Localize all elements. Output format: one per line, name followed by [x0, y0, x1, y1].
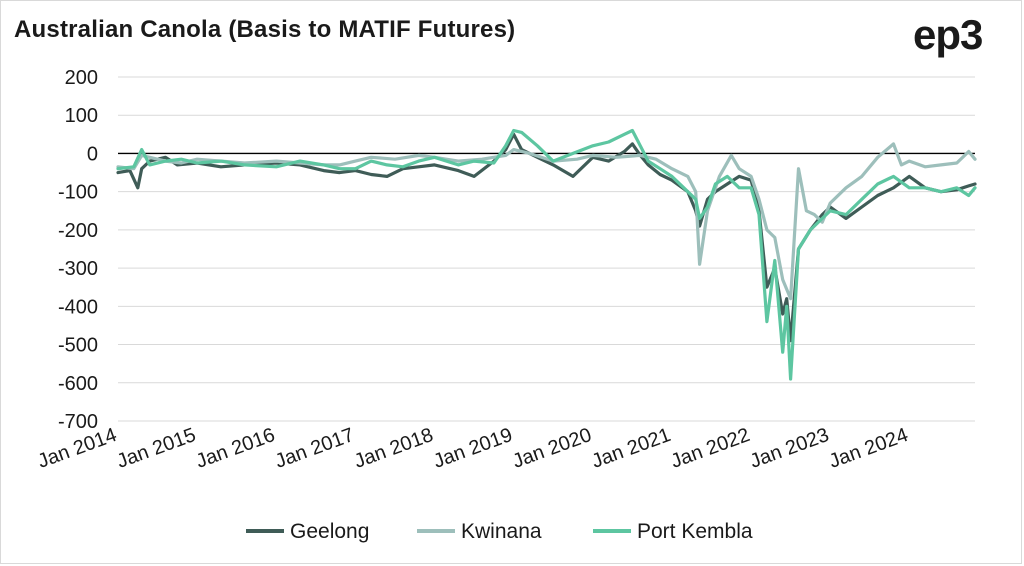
series-layer	[116, 128, 977, 381]
x-tick-label: Jan 2019	[431, 424, 516, 473]
y-tick-label: 0	[87, 143, 98, 165]
x-tick-label: Jan 2022	[668, 424, 753, 473]
x-tick-label: Jan 2021	[589, 424, 674, 473]
brand-logo: ep3	[913, 11, 983, 58]
y-tick-label: -600	[58, 373, 98, 395]
grid-layer	[118, 76, 975, 422]
y-tick-label: 200	[65, 67, 98, 89]
x-tick-label: Jan 2017	[272, 424, 357, 473]
x-tick-label: Jan 2016	[193, 424, 278, 473]
chart-title: Australian Canola (Basis to MATIF Future…	[14, 16, 516, 43]
x-tick-label: Jan 2023	[747, 424, 832, 473]
series-line-kwinana	[116, 142, 977, 301]
legend-label: Kwinana	[461, 520, 542, 543]
x-tick-label: Jan 2015	[114, 424, 199, 473]
legend-label: Port Kembla	[637, 520, 753, 543]
y-tick-label: -700	[58, 411, 98, 433]
y-tick-label: -200	[58, 220, 98, 242]
legend: Geelong Kwinana Port Kembla	[246, 520, 753, 543]
x-tick-label: Jan 2018	[351, 424, 436, 473]
y-tick-label: 100	[65, 105, 98, 127]
y-tick-label: -100	[58, 182, 98, 204]
x-tick-label: Jan 2024	[826, 424, 911, 473]
y-tick-label: -400	[58, 296, 98, 318]
series-line-port-kembla	[116, 128, 977, 381]
y-tick-label: -500	[58, 335, 98, 357]
y-axis-ticks: 200 100 0 -100 -200 -300 -400 -500 -600 -700	[58, 67, 98, 433]
y-tick-label: -300	[58, 258, 98, 280]
legend-label: Geelong	[290, 520, 369, 543]
x-tick-label: Jan 2020	[510, 424, 595, 473]
